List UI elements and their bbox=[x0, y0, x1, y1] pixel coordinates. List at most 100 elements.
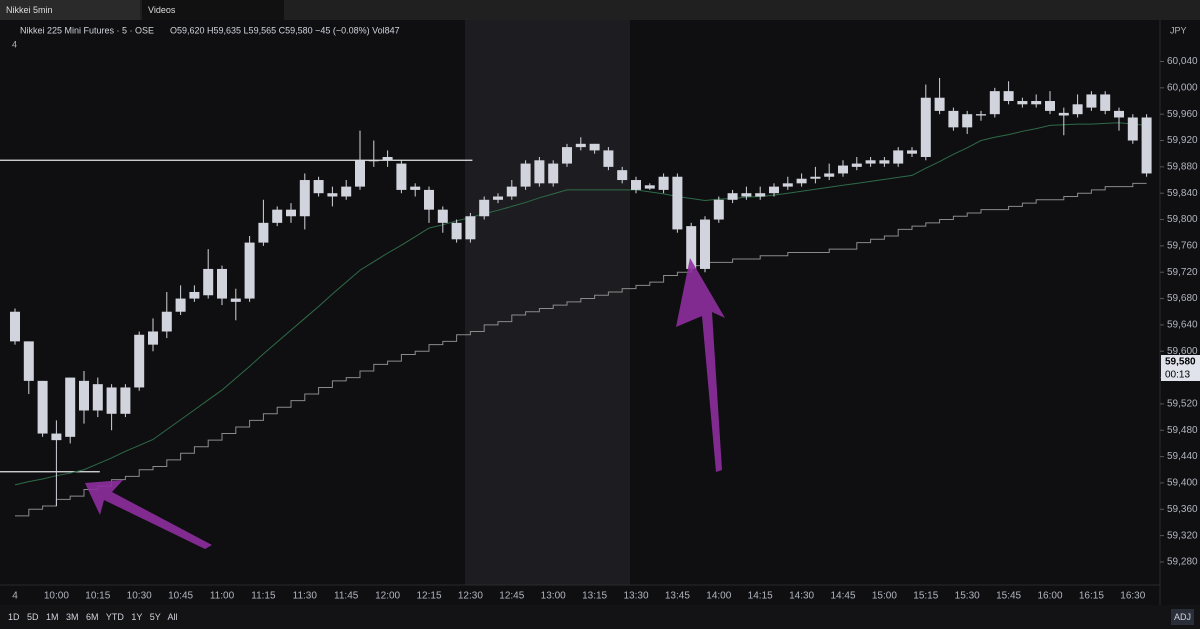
tab[interactable]: Nikkei 5min bbox=[0, 0, 140, 20]
candle-body bbox=[106, 387, 117, 414]
y-tick-label: 59,960 bbox=[1167, 109, 1198, 120]
candle-body bbox=[782, 183, 793, 187]
x-tick-label: 14:00 bbox=[706, 591, 731, 602]
indicator-count[interactable]: 4 bbox=[12, 39, 17, 49]
x-tick-label: 13:30 bbox=[623, 591, 648, 602]
x-tick-label: 13:00 bbox=[541, 591, 566, 602]
adj-button[interactable]: ADJ bbox=[1170, 609, 1194, 625]
y-tick-label: 60,040 bbox=[1167, 56, 1198, 67]
candle-body bbox=[506, 186, 517, 197]
x-tick-label: 15:30 bbox=[955, 591, 980, 602]
y-tick-label: 59,600 bbox=[1167, 346, 1198, 357]
toolbar: 1D 5D 1M 3M 6M YTD 1Y 5Y All ADJ bbox=[0, 605, 1200, 629]
candle-body bbox=[230, 298, 241, 302]
candle-body bbox=[562, 147, 572, 164]
x-tick-label: 11:30 bbox=[293, 591, 318, 602]
candle-body bbox=[672, 176, 683, 230]
y-tick-label: 59,680 bbox=[1167, 293, 1198, 304]
y-tick-label: 59,840 bbox=[1167, 188, 1198, 199]
candle-body bbox=[1086, 94, 1097, 108]
x-tick-label: 15:15 bbox=[913, 591, 938, 602]
candle-body bbox=[603, 150, 614, 167]
x-tick-label: 16:00 bbox=[1037, 591, 1062, 602]
candle-body bbox=[396, 163, 407, 190]
candle-body bbox=[934, 97, 945, 111]
x-tick-label: 15:00 bbox=[872, 591, 897, 602]
overlay-line bbox=[14, 122, 1147, 486]
y-tick-label: 59,880 bbox=[1167, 162, 1198, 173]
candle-body bbox=[879, 160, 890, 164]
x-tick-label: 4 bbox=[12, 591, 18, 602]
candle-body bbox=[1100, 94, 1111, 111]
x-tick-label: 14:45 bbox=[830, 591, 855, 602]
currency[interactable]: JPY bbox=[1170, 25, 1187, 35]
y-tick-label: 59,640 bbox=[1167, 320, 1198, 331]
candle-body bbox=[51, 433, 62, 441]
candle-body bbox=[713, 199, 724, 220]
candle-body bbox=[203, 268, 214, 296]
candle-body bbox=[589, 143, 600, 151]
candle-body bbox=[962, 114, 973, 128]
candle-body bbox=[755, 193, 766, 197]
candle-body bbox=[617, 170, 628, 181]
y-tick-label: 59,920 bbox=[1167, 135, 1198, 146]
x-tick-label: 11:00 bbox=[210, 591, 235, 602]
candle-body bbox=[1031, 101, 1042, 105]
candle-body bbox=[658, 176, 669, 190]
x-tick-label: 16:15 bbox=[1079, 591, 1104, 602]
candle-body bbox=[493, 196, 503, 200]
candle-body bbox=[217, 268, 227, 299]
candle-body bbox=[258, 222, 269, 243]
candle-body bbox=[479, 199, 490, 217]
candle-body bbox=[548, 163, 559, 184]
x-tick-label: 12:30 bbox=[458, 591, 483, 602]
candle-body bbox=[741, 193, 752, 197]
session-break bbox=[465, 20, 630, 585]
candle-body bbox=[134, 334, 145, 388]
candle-body bbox=[437, 209, 448, 223]
candle-body bbox=[299, 180, 310, 217]
candle-body bbox=[244, 242, 255, 299]
last-price: 59,580 bbox=[1165, 357, 1196, 368]
ohlc-readout: O59,620 H59,635 L59,565 C59,580 −45 (−0.… bbox=[170, 25, 400, 35]
candle-body bbox=[272, 209, 283, 223]
tab[interactable]: Videos bbox=[142, 0, 284, 20]
candle-body bbox=[10, 311, 20, 342]
candle-body bbox=[920, 97, 931, 157]
y-tick-label: 59,440 bbox=[1167, 451, 1198, 462]
y-tick-label: 59,280 bbox=[1167, 557, 1198, 568]
x-tick-label: 10:15 bbox=[85, 591, 110, 602]
candle-body bbox=[865, 160, 876, 164]
candle-body bbox=[120, 387, 131, 414]
countdown: 00:13 bbox=[1165, 370, 1190, 381]
candle-body bbox=[631, 180, 641, 190]
candle-body bbox=[907, 150, 917, 154]
range-buttons[interactable]: 1D 5D 1M 3M 6M YTD 1Y 5Y All bbox=[8, 612, 178, 622]
price-box bbox=[1161, 355, 1200, 381]
x-tick-label: 13:15 bbox=[582, 591, 607, 602]
candle-body bbox=[161, 311, 172, 332]
candle-body bbox=[355, 160, 365, 187]
candle-body bbox=[1114, 110, 1124, 118]
candle-body bbox=[189, 291, 200, 299]
candle-body bbox=[341, 186, 352, 197]
x-tick-label: 12:45 bbox=[499, 591, 524, 602]
y-tick-label: 60,000 bbox=[1167, 82, 1198, 93]
candle-body bbox=[575, 143, 586, 148]
candle-body bbox=[410, 186, 421, 190]
candle-body bbox=[948, 110, 959, 128]
candle-body bbox=[727, 193, 738, 200]
candle-body bbox=[1003, 91, 1014, 102]
x-tick-label: 10:30 bbox=[127, 591, 152, 602]
y-tick-label: 59,760 bbox=[1167, 241, 1198, 252]
annotation-arrow bbox=[85, 480, 212, 549]
y-tick-label: 59,480 bbox=[1167, 425, 1198, 436]
y-tick-label: 59,800 bbox=[1167, 214, 1198, 225]
candle-body bbox=[838, 165, 848, 174]
candle-body bbox=[520, 163, 531, 187]
candle-body bbox=[465, 216, 476, 240]
candle-body bbox=[37, 380, 48, 434]
annotation-arrow bbox=[676, 258, 725, 472]
